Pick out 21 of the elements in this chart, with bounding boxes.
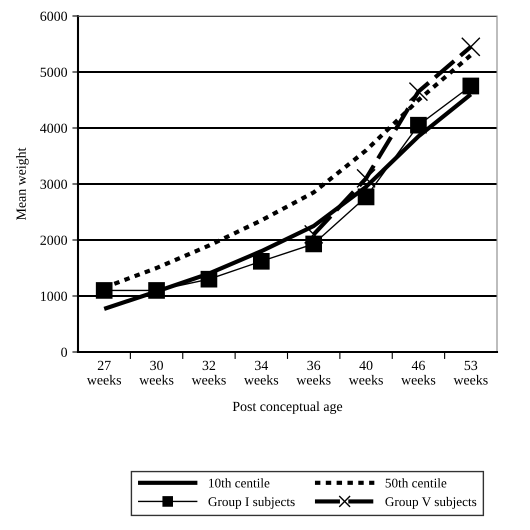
x-tick-label: 40 weeks — [348, 360, 383, 385]
x-axis-title: Post conceptual age — [232, 401, 342, 414]
y-tick-label: 1000 — [41, 292, 68, 301]
legend-label: Group I subjects — [208, 496, 295, 509]
x-tick-label: 34 weeks — [244, 360, 278, 385]
y-tick-label: 5000 — [40, 68, 68, 77]
y-tick-label: 6000 — [40, 12, 68, 21]
y-axis-title: Mean weight — [16, 148, 29, 220]
x-tick-label: 46 weeks — [401, 360, 436, 385]
y-tick-label: 4000 — [40, 124, 68, 133]
x-tick-label: 53 weeks — [453, 360, 488, 385]
x-tick-label: 27 weeks — [86, 360, 122, 385]
legend-label: Group V subjects — [385, 496, 476, 509]
x-tick-label: 32 weeks — [192, 360, 226, 385]
y-tick-label: 2000 — [40, 236, 68, 245]
x-tick-label: 30 weeks — [139, 360, 174, 385]
y-tick-label: 0 — [61, 348, 68, 357]
legend-label: 10th centile — [209, 478, 270, 488]
y-tick-label: 3000 — [40, 180, 68, 189]
legend-label: 50th centile — [386, 478, 446, 488]
x-tick-label: 36 weeks — [296, 360, 331, 385]
